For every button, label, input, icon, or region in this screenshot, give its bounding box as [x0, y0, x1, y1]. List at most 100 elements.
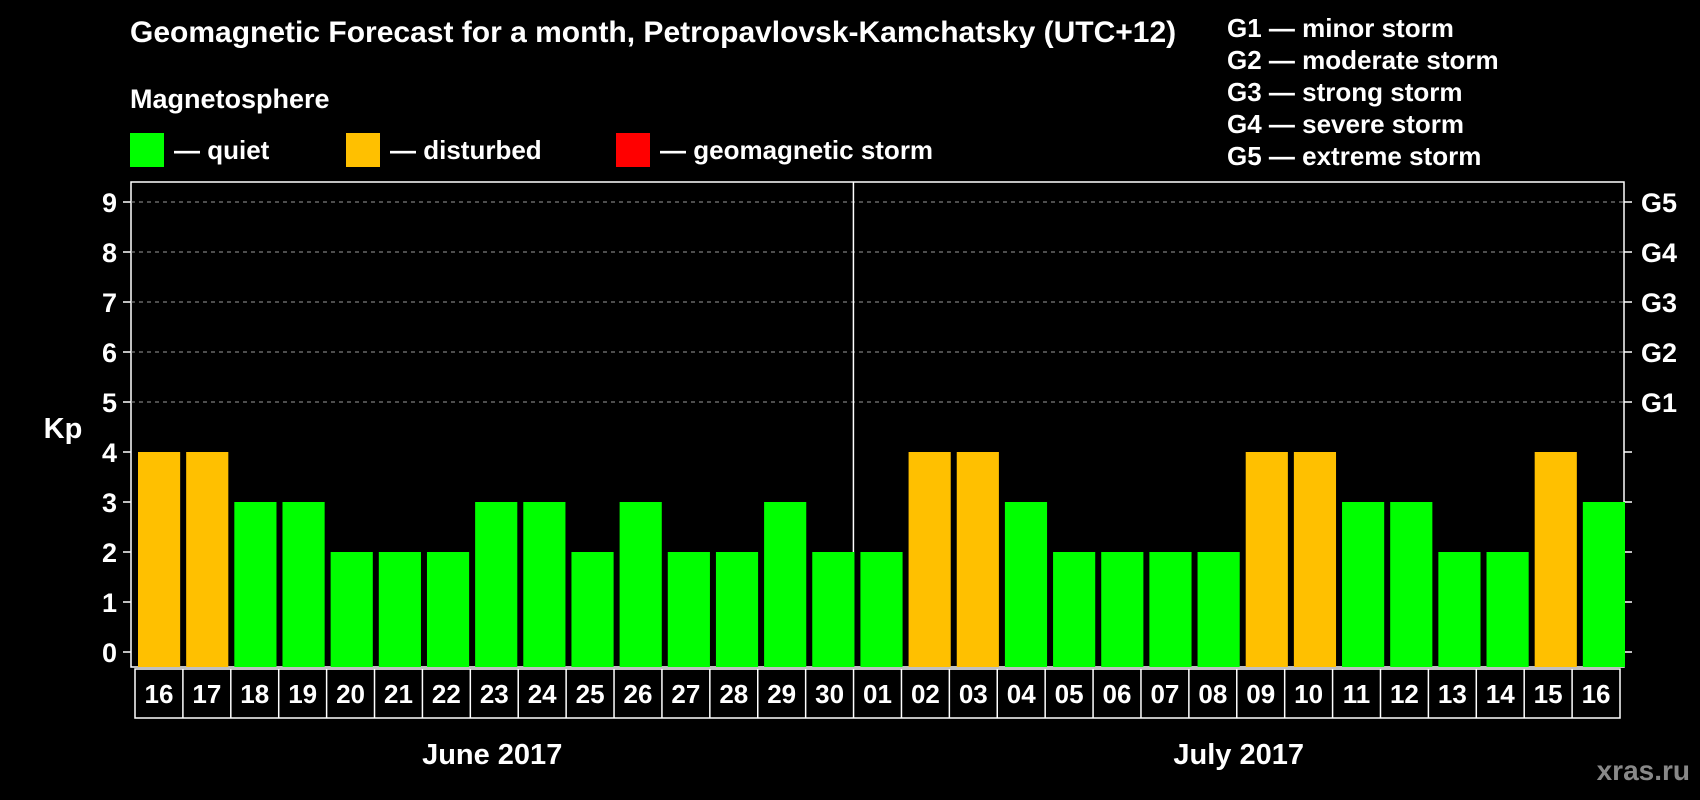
bar-9 [571, 552, 614, 667]
legend-disturbed-swatch [346, 133, 380, 167]
bar-1 [186, 452, 229, 667]
x-tick-label-21: 07 [1150, 679, 1179, 709]
x-tick-label-13: 29 [767, 679, 796, 709]
x-tick-label-16: 02 [911, 679, 940, 709]
bar-13 [764, 502, 807, 667]
bar-20 [1101, 552, 1144, 667]
chart-title: Geomagnetic Forecast for a month, Petrop… [130, 16, 1177, 49]
bar-5 [378, 552, 421, 667]
x-tick-label-20: 06 [1103, 679, 1132, 709]
legend-heading: Magnetosphere [130, 84, 330, 114]
x-tick-label-24: 10 [1294, 679, 1323, 709]
storm-scale-g2: G2 — moderate storm [1227, 45, 1499, 75]
legend-disturbed-label: — disturbed [390, 134, 542, 165]
right-tick-label-G3: G3 [1641, 288, 1677, 318]
y-tick-label-0: 0 [102, 638, 117, 668]
date-axis-box [134, 668, 1621, 719]
right-tick-label-G4: G4 [1641, 238, 1677, 268]
legend-storm: — geomagnetic storm [616, 133, 933, 167]
bar-8 [523, 502, 566, 667]
x-tick-label-23: 09 [1246, 679, 1275, 709]
x-tick-label-27: 13 [1438, 679, 1467, 709]
bar-14 [812, 552, 855, 667]
month-label-0: June 2017 [422, 739, 562, 771]
legend-storm-label: — geomagnetic storm [660, 134, 934, 165]
bar-18 [1004, 502, 1048, 667]
right-tick-label-G5: G5 [1641, 188, 1677, 218]
bar-6 [426, 552, 470, 667]
bar-16 [908, 452, 951, 667]
bar-30 [1582, 502, 1625, 667]
y-tick-label-9: 9 [102, 188, 117, 218]
x-tick-label-15: 01 [863, 679, 892, 709]
x-tick-label-5: 21 [384, 679, 413, 709]
legend-disturbed: — disturbed [346, 133, 542, 167]
y-tick-label-6: 6 [102, 338, 117, 368]
x-tick-label-4: 20 [336, 679, 365, 709]
x-tick-label-11: 27 [671, 679, 700, 709]
watermark: xras.ru [1596, 755, 1690, 786]
legend-storm-swatch [616, 133, 650, 167]
storm-scale-g4: G4 — severe storm [1227, 109, 1465, 139]
x-tick-label-12: 28 [719, 679, 748, 709]
x-tick-label-18: 04 [1007, 679, 1036, 709]
y-tick-label-1: 1 [102, 588, 117, 618]
x-tick-label-8: 24 [528, 679, 557, 709]
x-tick-label-17: 03 [959, 679, 988, 709]
bar-21 [1149, 552, 1192, 667]
y-tick-label-2: 2 [102, 538, 117, 568]
bar-26 [1390, 502, 1433, 667]
bar-22 [1197, 552, 1240, 667]
bar-12 [715, 552, 759, 667]
x-tick-label-7: 23 [480, 679, 509, 709]
x-tick-label-29: 15 [1534, 679, 1563, 709]
x-tick-label-30: 16 [1582, 679, 1611, 709]
bar-29 [1534, 452, 1577, 667]
x-tick-label-9: 25 [576, 679, 605, 709]
x-tick-label-25: 11 [1343, 679, 1371, 709]
bar-2 [234, 502, 277, 667]
y-tick-label-7: 7 [102, 288, 117, 318]
x-tick-label-26: 12 [1390, 679, 1419, 709]
right-tick-label-G1: G1 [1641, 388, 1677, 418]
month-label-1: July 2017 [1173, 739, 1304, 771]
bar-0 [138, 452, 181, 667]
bar-19 [1053, 552, 1096, 667]
x-tick-label-0: 16 [144, 679, 173, 709]
bar-11 [667, 552, 710, 667]
storm-scale-g1: G1 — minor storm [1227, 13, 1454, 43]
y-tick-label-5: 5 [102, 388, 117, 418]
bar-10 [619, 502, 662, 667]
right-tick-label-G2: G2 [1641, 338, 1677, 368]
x-tick-label-19: 05 [1055, 679, 1084, 709]
y-tick-label-4: 4 [102, 438, 117, 468]
bar-4 [330, 552, 373, 667]
bar-28 [1486, 552, 1529, 667]
legend-quiet: — quiet [130, 133, 269, 167]
bar-3 [282, 502, 325, 667]
y-axis-label: Kp [44, 413, 83, 445]
legend-quiet-swatch [130, 133, 164, 167]
x-tick-label-2: 18 [240, 679, 269, 709]
x-tick-label-10: 26 [624, 679, 653, 709]
bar-17 [956, 452, 999, 667]
y-tick-label-3: 3 [102, 488, 117, 518]
bar-7 [475, 502, 518, 667]
bar-25 [1342, 502, 1385, 667]
x-tick-label-6: 22 [432, 679, 461, 709]
bar-23 [1245, 452, 1288, 667]
x-tick-label-14: 30 [815, 679, 844, 709]
legend-quiet-label: — quiet [174, 134, 270, 165]
x-tick-label-1: 17 [192, 679, 221, 709]
storm-scale-g3: G3 — strong storm [1227, 77, 1463, 107]
x-tick-label-3: 19 [288, 679, 317, 709]
x-tick-label-22: 08 [1198, 679, 1227, 709]
storm-scale-legend: G1 — minor storm G2 — moderate storm G3 … [1227, 12, 1499, 172]
bar-27 [1438, 552, 1481, 667]
storm-scale-g5: G5 — extreme storm [1227, 141, 1482, 171]
y-tick-label-8: 8 [102, 238, 117, 268]
x-tick-label-28: 14 [1486, 679, 1515, 709]
bar-15 [860, 552, 903, 667]
bar-24 [1293, 452, 1337, 667]
